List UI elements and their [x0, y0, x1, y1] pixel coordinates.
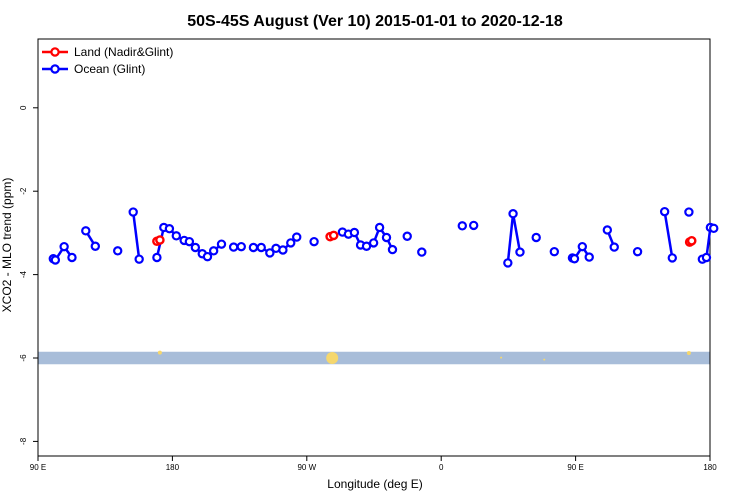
- x-tick-label: 90 E: [30, 463, 46, 472]
- ocean-point: [374, 222, 385, 233]
- ocean-point: [256, 242, 266, 253]
- land-point: [328, 230, 339, 241]
- ocean-point: [468, 220, 479, 231]
- ocean-point: [50, 255, 61, 265]
- series-layer: [48, 206, 719, 268]
- ocean-point: [164, 224, 175, 234]
- ocean-point: [67, 252, 77, 263]
- ocean-point: [184, 236, 195, 247]
- ocean-point: [701, 252, 712, 263]
- ocean-point: [265, 248, 275, 258]
- land-point: [686, 236, 697, 246]
- ocean-point: [286, 238, 296, 248]
- ocean-point: [59, 241, 69, 252]
- ocean-point: [602, 225, 613, 235]
- legend-label: Ocean (Glint): [74, 62, 145, 76]
- y-axis: 0 -2 -4 -6 -8: [19, 105, 38, 445]
- ocean-point: [508, 209, 518, 219]
- ocean-point: [417, 247, 427, 257]
- ocean-point: [709, 223, 719, 234]
- ocean-point: [309, 236, 319, 247]
- series-line: [705, 227, 712, 258]
- ocean-point: [292, 232, 302, 242]
- ocean-point: [577, 241, 588, 252]
- band-marker: [543, 358, 546, 361]
- ocean-point: [515, 247, 525, 257]
- ocean-point: [202, 251, 213, 262]
- band-marker: [157, 350, 162, 355]
- ocean-point: [152, 252, 162, 263]
- ocean-point: [216, 239, 227, 249]
- x-tick-label: 0: [439, 463, 444, 472]
- x-tick-label: 90 W: [297, 463, 316, 472]
- ocean-point: [667, 253, 677, 263]
- ocean-point: [228, 242, 239, 252]
- x-tick-label: 180: [703, 463, 717, 472]
- ocean-point: [549, 246, 560, 257]
- ocean-point: [569, 254, 580, 264]
- ocean-point: [632, 246, 643, 257]
- ocean-point: [113, 246, 123, 256]
- ocean-point: [531, 232, 541, 243]
- y-tick-label: -6: [19, 354, 28, 362]
- ocean-point: [90, 241, 101, 251]
- y-tick-label: -4: [19, 271, 28, 279]
- x-axis-label: Longitude (deg E): [327, 477, 422, 491]
- series-line: [511, 213, 522, 253]
- series-line: [663, 211, 674, 259]
- series-line: [506, 213, 515, 264]
- legend-marker: [50, 64, 60, 74]
- ocean-point: [503, 258, 513, 268]
- ocean-point: [81, 226, 91, 236]
- ocean-point: [208, 246, 219, 256]
- ocean-point: [381, 232, 392, 243]
- band-marker: [500, 356, 503, 359]
- ocean-point: [402, 231, 412, 241]
- ocean-point: [134, 254, 144, 264]
- y-tick-label: -8: [19, 437, 28, 445]
- ocean-point: [349, 227, 360, 238]
- ocean-point: [457, 221, 467, 231]
- y-tick-label: -2: [19, 187, 28, 195]
- plot-frame: [37, 38, 711, 457]
- ocean-point: [659, 206, 670, 217]
- ocean-point: [171, 231, 182, 241]
- ocean-point: [128, 207, 138, 217]
- ocean-point: [368, 238, 379, 248]
- band-marker: [326, 352, 339, 365]
- legend-label: Land (Nadir&Glint): [74, 45, 173, 59]
- ocean-point: [278, 245, 288, 255]
- x-tick-label: 90 E: [567, 463, 583, 472]
- ocean-point: [609, 242, 619, 252]
- x-axis: 90 E 180 90 W 0 90 E 180: [30, 456, 717, 472]
- legend: Land (Nadir&Glint) Ocean (Glint): [42, 45, 173, 76]
- band-marker: [686, 351, 691, 356]
- band-markers: [157, 350, 691, 365]
- ocean-point: [684, 207, 694, 217]
- y-tick-label: 0: [19, 105, 28, 110]
- y-axis-label: XCO2 - MLO trend (ppm): [0, 178, 14, 313]
- series-line: [131, 211, 141, 260]
- legend-marker: [50, 47, 60, 57]
- ocean-point: [387, 244, 398, 255]
- ocean-point: [236, 241, 246, 252]
- land-point: [155, 235, 165, 245]
- ocean-point: [584, 252, 594, 262]
- ocean-point: [361, 241, 372, 251]
- x-tick-label: 180: [166, 463, 180, 472]
- chart-title: 50S-45S August (Ver 10) 2015-01-01 to 20…: [187, 13, 563, 30]
- background-band: [38, 351, 710, 365]
- ocean-point: [248, 242, 259, 253]
- ocean-point: [190, 242, 201, 253]
